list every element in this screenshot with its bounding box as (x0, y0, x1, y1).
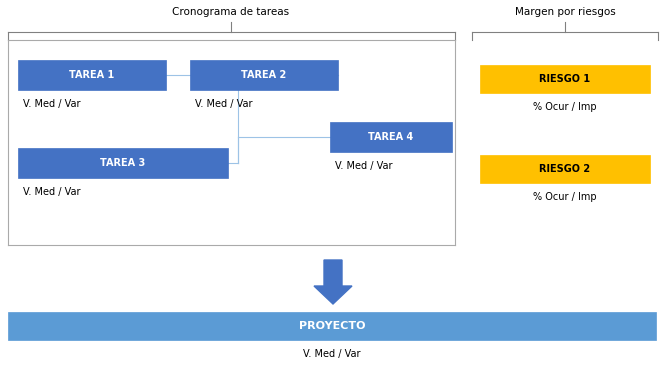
Text: % Ocur / Imp: % Ocur / Imp (533, 102, 597, 112)
Text: PROYECTO: PROYECTO (299, 321, 365, 331)
Text: RIESGO 1: RIESGO 1 (539, 74, 591, 84)
Bar (18, 148, 228, 178)
Text: V. Med / Var: V. Med / Var (303, 349, 361, 359)
Text: Margen por riesgos: Margen por riesgos (515, 7, 615, 17)
Text: V. Med / Var: V. Med / Var (195, 99, 252, 109)
Text: TAREA 2: TAREA 2 (241, 70, 286, 80)
Bar (8, 312, 656, 340)
Text: % Ocur / Imp: % Ocur / Imp (533, 192, 597, 202)
Bar (480, 65, 650, 93)
Text: Cronograma de tareas: Cronograma de tareas (172, 7, 290, 17)
Text: TAREA 1: TAREA 1 (69, 70, 115, 80)
Text: RIESGO 2: RIESGO 2 (539, 164, 591, 174)
Text: V. Med / Var: V. Med / Var (23, 99, 81, 109)
Text: V. Med / Var: V. Med / Var (23, 187, 81, 197)
Bar (480, 155, 650, 183)
Bar (18, 60, 166, 90)
Bar (330, 122, 452, 152)
Text: TAREA 4: TAREA 4 (368, 132, 414, 142)
Bar (190, 60, 338, 90)
Text: V. Med / Var: V. Med / Var (335, 161, 392, 171)
Polygon shape (314, 260, 352, 304)
Text: TAREA 3: TAREA 3 (101, 158, 146, 168)
